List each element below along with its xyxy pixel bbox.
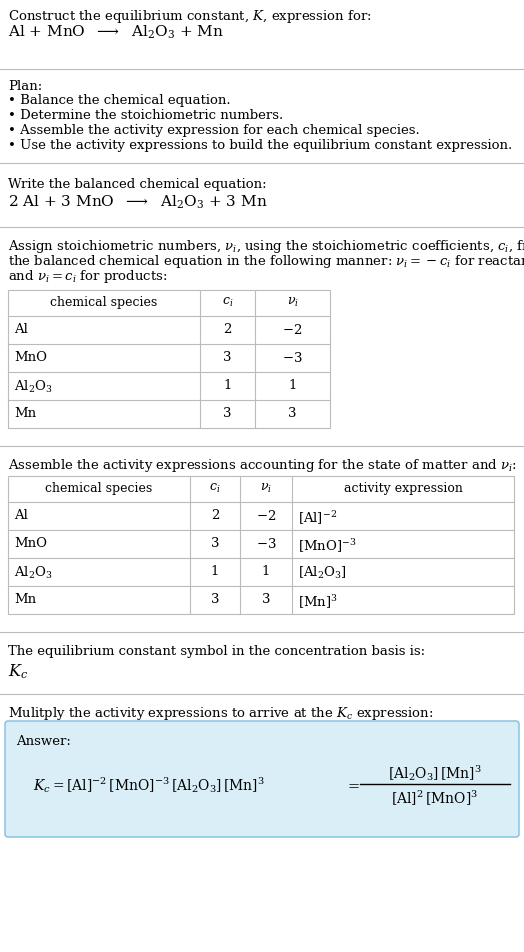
Text: The equilibrium constant symbol in the concentration basis is:: The equilibrium constant symbol in the c…: [8, 645, 425, 657]
Text: Mn: Mn: [14, 592, 36, 605]
Text: chemical species: chemical species: [46, 482, 152, 494]
Text: $\nu_i$: $\nu_i$: [287, 296, 299, 308]
Text: $[\mathrm{MnO}]^{-3}$: $[\mathrm{MnO}]^{-3}$: [298, 536, 356, 554]
Text: • Use the activity expressions to build the equilibrium constant expression.: • Use the activity expressions to build …: [8, 139, 512, 151]
Text: activity expression: activity expression: [344, 482, 463, 494]
Text: 2 Al + 3 MnO  $\longrightarrow$  Al$_2$O$_3$ + 3 Mn: 2 Al + 3 MnO $\longrightarrow$ Al$_2$O$_…: [8, 194, 268, 211]
Text: $[\mathrm{Al}]^2\,[\mathrm{MnO}]^3$: $[\mathrm{Al}]^2\,[\mathrm{MnO}]^3$: [391, 788, 478, 807]
Text: 3: 3: [262, 592, 270, 605]
Text: Assemble the activity expressions accounting for the state of matter and $\nu_i$: Assemble the activity expressions accoun…: [8, 457, 517, 473]
Text: 3: 3: [223, 407, 232, 420]
Text: $-2$: $-2$: [256, 508, 276, 523]
FancyBboxPatch shape: [5, 722, 519, 837]
Text: Mulitply the activity expressions to arrive at the $K_c$ expression:: Mulitply the activity expressions to arr…: [8, 704, 433, 722]
Text: Write the balanced chemical equation:: Write the balanced chemical equation:: [8, 178, 267, 190]
Text: Al$_2$O$_3$: Al$_2$O$_3$: [14, 379, 52, 395]
Text: Answer:: Answer:: [16, 734, 71, 747]
Text: Al$_2$O$_3$: Al$_2$O$_3$: [14, 565, 52, 581]
Text: $[\mathrm{Al}]^{-2}$: $[\mathrm{Al}]^{-2}$: [298, 508, 337, 526]
Text: • Balance the chemical equation.: • Balance the chemical equation.: [8, 94, 231, 107]
Text: 3: 3: [288, 407, 297, 420]
Text: Al: Al: [14, 508, 28, 522]
Text: Construct the equilibrium constant, $K$, expression for:: Construct the equilibrium constant, $K$,…: [8, 8, 372, 25]
Text: $c_i$: $c_i$: [209, 482, 221, 495]
Text: $[\mathrm{Al_2O_3}]\,[\mathrm{Mn}]^3$: $[\mathrm{Al_2O_3}]\,[\mathrm{Mn}]^3$: [388, 763, 482, 782]
Bar: [8, 477, 514, 614]
Text: $-2$: $-2$: [282, 323, 303, 337]
Text: $-3$: $-3$: [282, 350, 303, 365]
Text: 3: 3: [211, 592, 219, 605]
Text: Plan:: Plan:: [8, 80, 42, 93]
Text: $c_i$: $c_i$: [222, 296, 233, 308]
Text: $[\mathrm{Al_2O_3}]$: $[\mathrm{Al_2O_3}]$: [298, 565, 346, 581]
Bar: [8, 290, 330, 428]
Text: and $\nu_i = c_i$ for products:: and $\nu_i = c_i$ for products:: [8, 268, 168, 285]
Text: 1: 1: [223, 379, 232, 391]
Text: MnO: MnO: [14, 536, 47, 549]
Text: • Determine the stoichiometric numbers.: • Determine the stoichiometric numbers.: [8, 109, 283, 122]
Text: 3: 3: [223, 350, 232, 364]
Text: $=$: $=$: [345, 777, 361, 791]
Text: Mn: Mn: [14, 407, 36, 420]
Text: the balanced chemical equation in the following manner: $\nu_i = -c_i$ for react: the balanced chemical equation in the fo…: [8, 252, 524, 269]
Text: 1: 1: [211, 565, 219, 578]
Text: Al: Al: [14, 323, 28, 336]
Text: • Assemble the activity expression for each chemical species.: • Assemble the activity expression for e…: [8, 124, 420, 137]
Text: 3: 3: [211, 536, 219, 549]
Text: Assign stoichiometric numbers, $\nu_i$, using the stoichiometric coefficients, $: Assign stoichiometric numbers, $\nu_i$, …: [8, 238, 524, 255]
Text: chemical species: chemical species: [50, 296, 158, 308]
Text: MnO: MnO: [14, 350, 47, 364]
Text: $\nu_i$: $\nu_i$: [260, 482, 272, 495]
Text: $-3$: $-3$: [256, 536, 276, 550]
Text: 1: 1: [288, 379, 297, 391]
Text: 1: 1: [262, 565, 270, 578]
Text: $[\mathrm{Mn}]^3$: $[\mathrm{Mn}]^3$: [298, 592, 338, 610]
Text: 2: 2: [211, 508, 219, 522]
Text: $K_c$: $K_c$: [8, 662, 28, 680]
Text: Al + MnO  $\longrightarrow$  Al$_2$O$_3$ + Mn: Al + MnO $\longrightarrow$ Al$_2$O$_3$ +…: [8, 24, 224, 41]
Text: 2: 2: [223, 323, 232, 336]
Text: $K_c = [\mathrm{Al}]^{-2}\,[\mathrm{MnO}]^{-3}\,[\mathrm{Al_2O_3}]\,[\mathrm{Mn}: $K_c = [\mathrm{Al}]^{-2}\,[\mathrm{MnO}…: [33, 774, 265, 794]
